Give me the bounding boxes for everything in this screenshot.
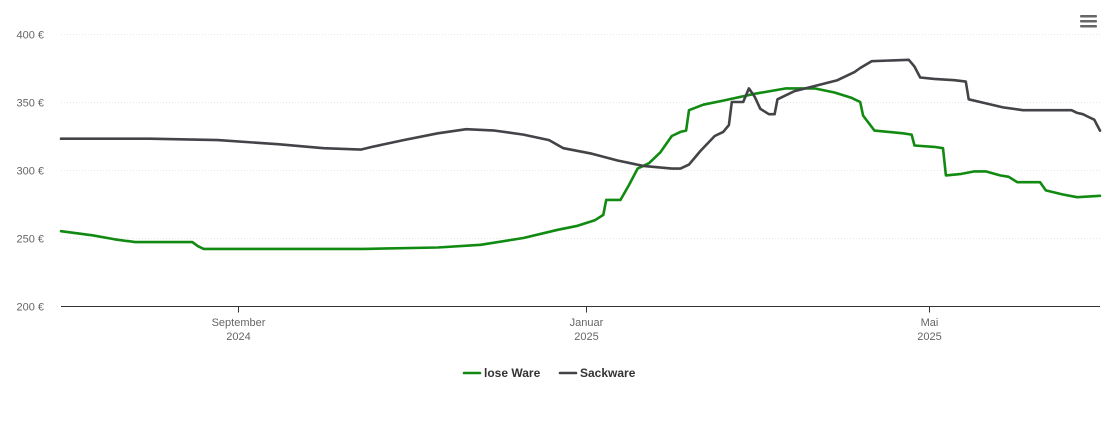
x-tick-year-label: 2024: [226, 331, 250, 343]
x-tick-month-label: September: [212, 317, 266, 329]
x-tick-year-label: 2025: [574, 331, 598, 343]
y-tick-label: 250 €: [16, 234, 44, 246]
y-tick-label: 400 €: [16, 30, 44, 42]
x-tick-year-label: 2025: [917, 331, 941, 343]
series-layer: [59, 58, 1102, 251]
series-line-sackware[interactable]: [59, 58, 1102, 170]
y-tick-label: 300 €: [16, 166, 44, 178]
legend-label: Sackware: [580, 366, 636, 380]
x-tick-month-label: Januar: [570, 317, 604, 329]
x-tick-month-label: Mai: [921, 317, 939, 329]
hamburger-menu-icon: [1080, 15, 1097, 28]
y-tick-label: 350 €: [16, 98, 44, 110]
chart-menu-button[interactable]: [1078, 12, 1100, 30]
grid-lines: [61, 34, 1100, 239]
legend-item[interactable]: lose Ware: [462, 366, 541, 380]
series-line-lose-ware[interactable]: [59, 87, 1102, 251]
y-axis: 400 € 350 € 300 € 250 € 200 €: [16, 30, 44, 314]
y-tick-label: 200 €: [16, 302, 44, 314]
legend-item[interactable]: Sackware: [558, 366, 636, 380]
legend-label: lose Ware: [484, 366, 541, 380]
legend: lose Ware Sackware: [462, 366, 636, 380]
x-axis: September 2024 Januar 2025 Mai 2025: [61, 306, 1100, 343]
